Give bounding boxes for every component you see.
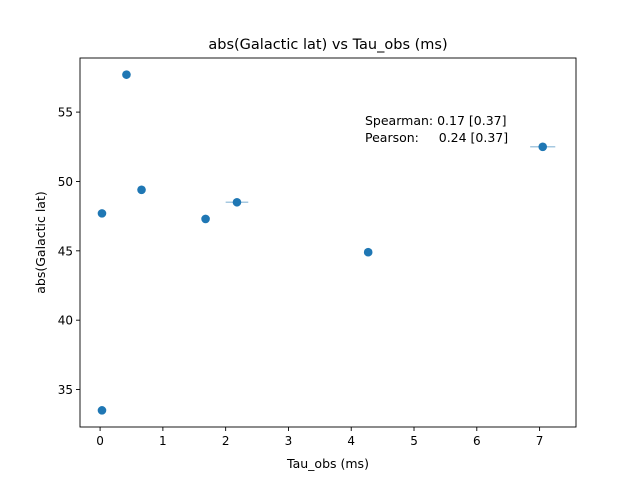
x-tick-label: 7 bbox=[536, 434, 544, 448]
y-tick-label: 50 bbox=[58, 175, 73, 189]
x-axis-label: Tau_obs (ms) bbox=[286, 456, 369, 471]
x-tick-label: 4 bbox=[347, 434, 355, 448]
x-tick-label: 0 bbox=[96, 434, 104, 448]
y-tick-label: 35 bbox=[58, 383, 73, 397]
data-point bbox=[232, 197, 242, 207]
y-tick-label: 45 bbox=[58, 244, 73, 258]
x-tick-label: 6 bbox=[473, 434, 481, 448]
x-tick-label: 5 bbox=[410, 434, 418, 448]
correlation-line-spearman: Spearman: 0.17 [0.37] bbox=[365, 113, 506, 128]
y-axis-label: abs(Galactic lat) bbox=[33, 191, 48, 293]
y-tick-label: 40 bbox=[58, 314, 73, 328]
data-point bbox=[201, 214, 210, 224]
x-tick-label: 1 bbox=[159, 434, 167, 448]
plot-frame bbox=[79, 57, 577, 428]
correlation-line-pearson: Pearson: 0.24 [0.37] bbox=[365, 130, 508, 145]
data-point bbox=[97, 406, 107, 415]
data-point bbox=[363, 247, 373, 257]
data-point bbox=[538, 142, 548, 152]
data-point bbox=[122, 70, 131, 79]
data-point bbox=[97, 209, 107, 218]
y-tick-label: 55 bbox=[58, 106, 73, 120]
x-tick-label: 3 bbox=[285, 434, 293, 448]
data-point bbox=[137, 185, 146, 195]
chart-title: abs(Galactic lat) vs Tau_obs (ms) bbox=[208, 37, 447, 53]
x-tick-label: 2 bbox=[222, 434, 230, 448]
